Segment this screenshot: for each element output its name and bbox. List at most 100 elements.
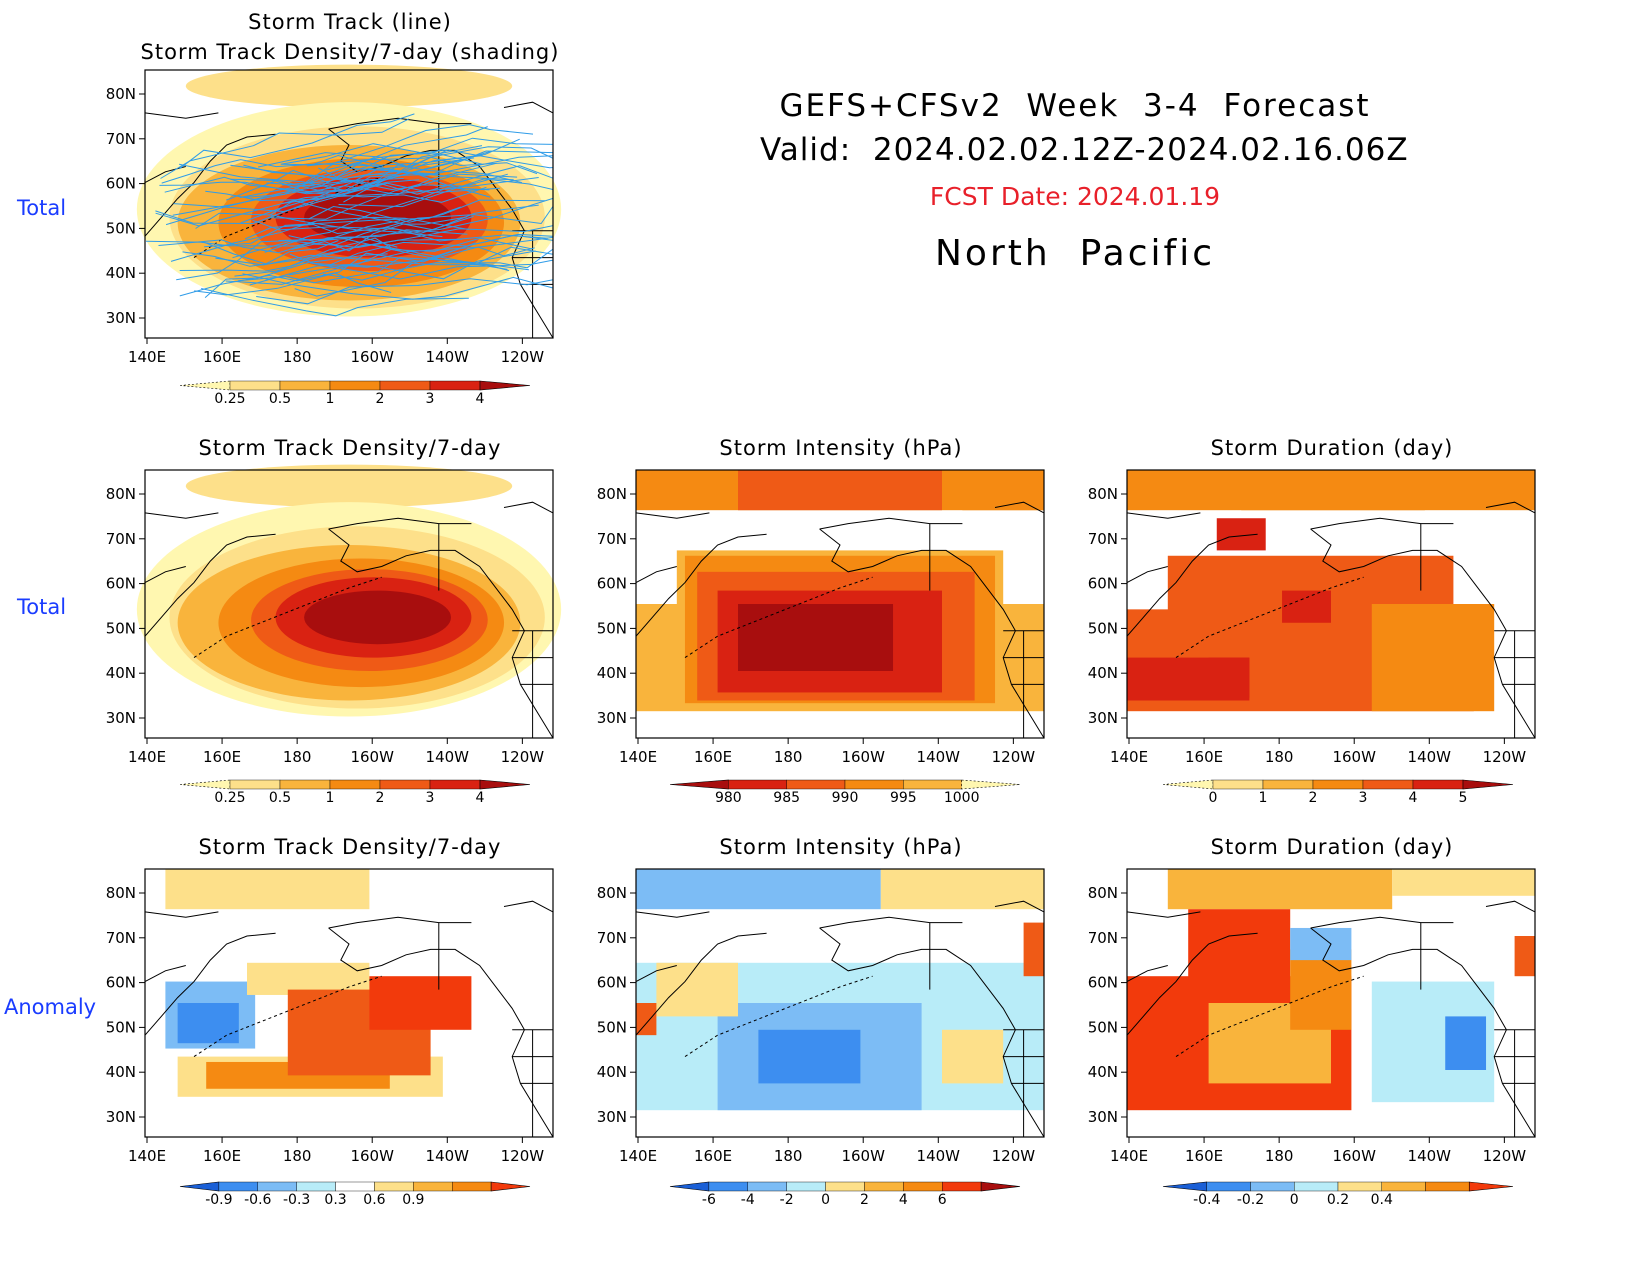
storm-track	[309, 259, 554, 280]
storm-track	[194, 242, 476, 296]
lat-tick-label: 50N	[1088, 619, 1118, 637]
colorbar-label: -2	[780, 1192, 794, 1208]
colorbar-swatch	[708, 1181, 748, 1192]
shading-cell-7	[369, 976, 472, 1030]
shading-cell-7	[1445, 1016, 1487, 1070]
colorbar-label: 4	[476, 391, 485, 407]
lon-tick-label: 120W	[1483, 748, 1527, 766]
colorbar-label: 3	[1359, 790, 1368, 806]
lat-tick-label: 30N	[1088, 1108, 1118, 1126]
plot-frame	[635, 469, 1045, 739]
storm-track	[145, 240, 339, 265]
shading-cell-4	[1188, 909, 1291, 990]
lon-tick-label: 160E	[203, 748, 241, 766]
colorbar-swatch	[1294, 1181, 1339, 1192]
storm-duration-map: 140E 160E 180 160W 140W 120W 80N 70N 60N 50N 40N 30…	[1088, 469, 1536, 766]
canada-islands	[1485, 501, 1536, 514]
storm-track-map: 140E 160E 180 160W 140W 120W 80N 70N 60N 50N 40N 30…	[106, 64, 562, 366]
okhotsk-coast	[144, 566, 186, 584]
storm-track	[204, 206, 461, 248]
lon-tick-label: 140E	[128, 1147, 166, 1165]
storm-track	[243, 126, 488, 177]
siberia-north	[635, 911, 710, 918]
lon-tick-label: 120W	[501, 348, 545, 366]
colorbar-label: 0.4	[1371, 1192, 1393, 1208]
storm-track	[296, 150, 554, 188]
colorbar-label: 3	[426, 790, 435, 806]
lat-tick-label: 40N	[106, 264, 136, 282]
colorbar-swatch	[218, 1181, 258, 1192]
shading-cell-6	[1282, 590, 1331, 623]
storm-track	[204, 253, 388, 298]
colorbar-label: 0.25	[214, 790, 245, 806]
plot-frame	[144, 69, 554, 339]
lon-tick-label: 140E	[1110, 748, 1148, 766]
colorbar-duration-anomaly: -0.4 -0.2 0 0.2 0.4	[1162, 1181, 1514, 1208]
lon-tick-label: 180	[1265, 1147, 1294, 1165]
colorbar-swatch	[942, 1181, 982, 1192]
arctic-coast	[328, 916, 472, 929]
lat-tick-label: 40N	[597, 1063, 627, 1081]
colorbar-swatch	[903, 779, 962, 790]
lat-tick-label: 30N	[106, 1108, 136, 1126]
colorbar-label: -0.6	[244, 1192, 271, 1208]
colorbar-arrow-right	[980, 1181, 1021, 1192]
siberia-north	[1126, 911, 1201, 918]
colorbar-label: 1000	[944, 790, 980, 806]
colorbar-swatch	[257, 1181, 297, 1192]
colorbar-swatch	[844, 779, 904, 790]
panel1-title-line2: Storm Track Density/7-day (shading)	[140, 40, 560, 64]
plot-frame	[144, 469, 554, 739]
colorbar-arrow-right	[479, 779, 531, 790]
lat-tick-label: 80N	[106, 485, 136, 503]
storm-intensity-map: 140E 160E 180 160W 140W 120W 80N 70N 60N 50N 40N 30…	[597, 469, 1045, 766]
storm-track	[242, 273, 554, 300]
shading-cell-8	[962, 470, 1044, 511]
colorbar-intensity-anomaly: -6 -4 -2 0 2 4 6	[669, 1181, 1021, 1208]
asia-coast	[635, 932, 767, 1036]
shading-cell-0	[636, 869, 881, 910]
storm-track	[264, 187, 490, 253]
colorbar-swatch	[1312, 779, 1364, 790]
okhotsk-coast	[1126, 566, 1168, 584]
lon-tick-label: 160W	[350, 348, 394, 366]
colorbar-arrow-left	[669, 779, 729, 790]
okhotsk-coast	[635, 566, 677, 584]
colorbar-label: 2	[1309, 790, 1318, 806]
lat-tick-label: 40N	[597, 664, 627, 682]
storm-track	[179, 113, 415, 170]
colorbar-label: 995	[890, 790, 917, 806]
colorbar-label: 0.6	[363, 1192, 385, 1208]
storm-track	[173, 173, 508, 213]
lat-tick-label: 60N	[1088, 974, 1118, 992]
arctic-coast	[328, 117, 472, 130]
lat-tick-label: 50N	[597, 619, 627, 637]
lat-tick-label: 70N	[106, 929, 136, 947]
asia-coast	[635, 533, 767, 637]
storm-intensity-anomaly-map: 140E 160E 180 160W 140W 120W 80N 70N 60N 50N 40N 30…	[597, 868, 1045, 1165]
colorbar-arrow-left	[179, 779, 231, 790]
colorbar-label: 0	[1209, 790, 1218, 806]
colorbar-label: 0.9	[402, 1192, 424, 1208]
track-density-anomaly-map: 140E 160E 180 160W 140W 120W 80N 70N 60N 50N 40N 30…	[106, 868, 554, 1165]
colorbar-swatch	[229, 779, 281, 790]
colorbar-swatch	[296, 1181, 336, 1192]
okhotsk-coast	[144, 965, 186, 983]
colorbar-swatch	[379, 380, 431, 391]
asia-coast	[144, 133, 276, 237]
colorbar-arrow-left	[179, 1181, 220, 1192]
alaska-coast	[819, 927, 1016, 1031]
colorbar-arrow-left	[1162, 779, 1214, 790]
lat-tick-label: 40N	[106, 664, 136, 682]
storm-duration-anomaly-map: 140E 160E 180 160W 140W 120W 80N 70N 60N 50N 40N 30…	[1088, 868, 1536, 1165]
storm-track	[179, 272, 392, 297]
lon-tick-label: 180	[283, 748, 312, 766]
arctic-coast	[819, 517, 963, 530]
colorbar-swatch	[1212, 779, 1264, 790]
asia-coast	[1126, 533, 1258, 637]
aleutians	[193, 975, 382, 1058]
colorbar-swatch	[229, 380, 281, 391]
lat-tick-label: 30N	[106, 709, 136, 727]
colorbar-label: -0.3	[283, 1192, 310, 1208]
colorbar-label: 0.3	[324, 1192, 346, 1208]
